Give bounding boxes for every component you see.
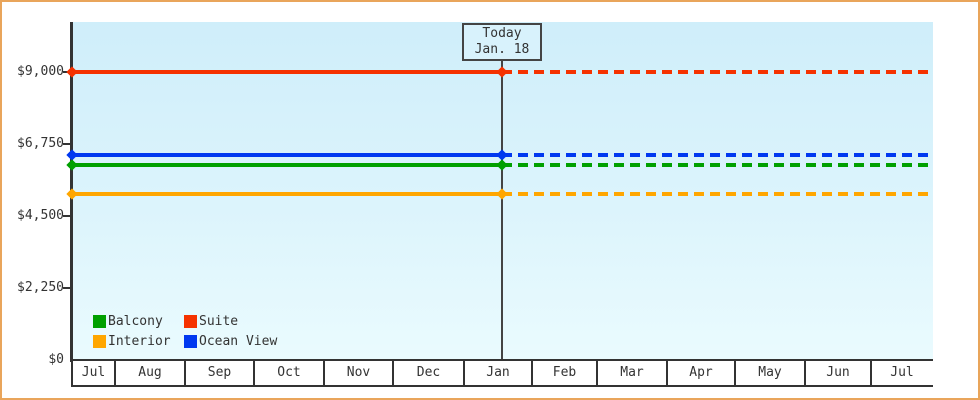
month-separator-10 bbox=[734, 359, 736, 387]
y-tick-mark bbox=[63, 143, 72, 145]
month-cell-nov-4: Nov bbox=[346, 365, 371, 380]
month-axis-bottom-line bbox=[72, 385, 933, 387]
series-line-solid-ocean-view bbox=[72, 153, 502, 158]
legend-item-balcony: Balcony bbox=[93, 314, 184, 329]
month-separator-9 bbox=[666, 359, 668, 387]
month-separator-2 bbox=[184, 359, 186, 387]
today-label: Today bbox=[482, 26, 522, 41]
month-cell-oct-3: Oct bbox=[277, 365, 301, 380]
y-tick-label: $4,500 bbox=[17, 208, 64, 223]
month-separator-4 bbox=[323, 359, 325, 387]
y-tick-mark bbox=[63, 215, 72, 217]
month-separator-1 bbox=[114, 359, 116, 387]
legend-label-ocean-view: Ocean View bbox=[199, 334, 278, 349]
y-tick-label: $0 bbox=[48, 352, 64, 367]
today-date: Jan. 18 bbox=[474, 42, 530, 57]
month-cell-jun-11: Jun bbox=[826, 365, 850, 380]
month-separator-6 bbox=[463, 359, 465, 387]
month-separator-7 bbox=[531, 359, 533, 387]
legend-item-suite: Suite bbox=[184, 314, 277, 329]
series-line-dashed-ocean-view bbox=[502, 153, 933, 158]
y-tick-label: $9,000 bbox=[17, 64, 64, 79]
series-line-solid-suite bbox=[72, 70, 502, 74]
month-cell-feb-7: Feb bbox=[552, 365, 577, 380]
legend-label-balcony: Balcony bbox=[108, 314, 163, 329]
legend-swatch-suite bbox=[184, 315, 197, 328]
month-cell-dec-5: Dec bbox=[416, 365, 441, 380]
series-line-dashed-balcony bbox=[502, 162, 933, 167]
month-separator-0 bbox=[71, 359, 73, 387]
month-cell-mar-8: Mar bbox=[620, 365, 644, 380]
month-cell-jul-0: Jul bbox=[81, 365, 106, 380]
y-tick-mark bbox=[63, 287, 72, 289]
month-separator-8 bbox=[596, 359, 598, 387]
month-cell-may-10: May bbox=[758, 365, 782, 380]
month-cell-sep-2: Sep bbox=[207, 365, 232, 380]
legend-item-interior: Interior bbox=[93, 334, 184, 349]
month-separator-5 bbox=[392, 359, 394, 387]
month-cell-jan-6: Jan bbox=[486, 365, 510, 380]
series-line-dashed-suite bbox=[502, 70, 933, 74]
x-axis-line bbox=[70, 359, 933, 361]
today-annotation-box: Today Jan. 18 bbox=[462, 23, 542, 61]
month-cell-apr-9: Apr bbox=[689, 365, 713, 380]
today-vertical-line bbox=[501, 60, 503, 359]
legend-label-suite: Suite bbox=[199, 314, 239, 329]
month-cell-jul-12: Jul bbox=[890, 365, 914, 380]
month-separator-3 bbox=[253, 359, 255, 387]
legend-item-ocean-view: Ocean View bbox=[184, 334, 278, 349]
series-line-solid-interior bbox=[72, 191, 502, 196]
month-separator-11 bbox=[804, 359, 806, 387]
series-line-dashed-interior bbox=[502, 191, 933, 196]
series-line-solid-balcony bbox=[72, 162, 502, 167]
legend: Balcony Suite Interior Ocean View bbox=[93, 314, 278, 349]
legend-swatch-interior bbox=[93, 335, 106, 348]
legend-label-interior: Interior bbox=[108, 334, 171, 349]
month-cell-aug-1: Aug bbox=[138, 365, 162, 380]
legend-swatch-ocean-view bbox=[184, 335, 197, 348]
y-tick-label: $6,750 bbox=[17, 136, 64, 151]
month-separator-12 bbox=[870, 359, 872, 387]
legend-swatch-balcony bbox=[93, 315, 106, 328]
y-tick-label: $2,250 bbox=[17, 280, 64, 295]
